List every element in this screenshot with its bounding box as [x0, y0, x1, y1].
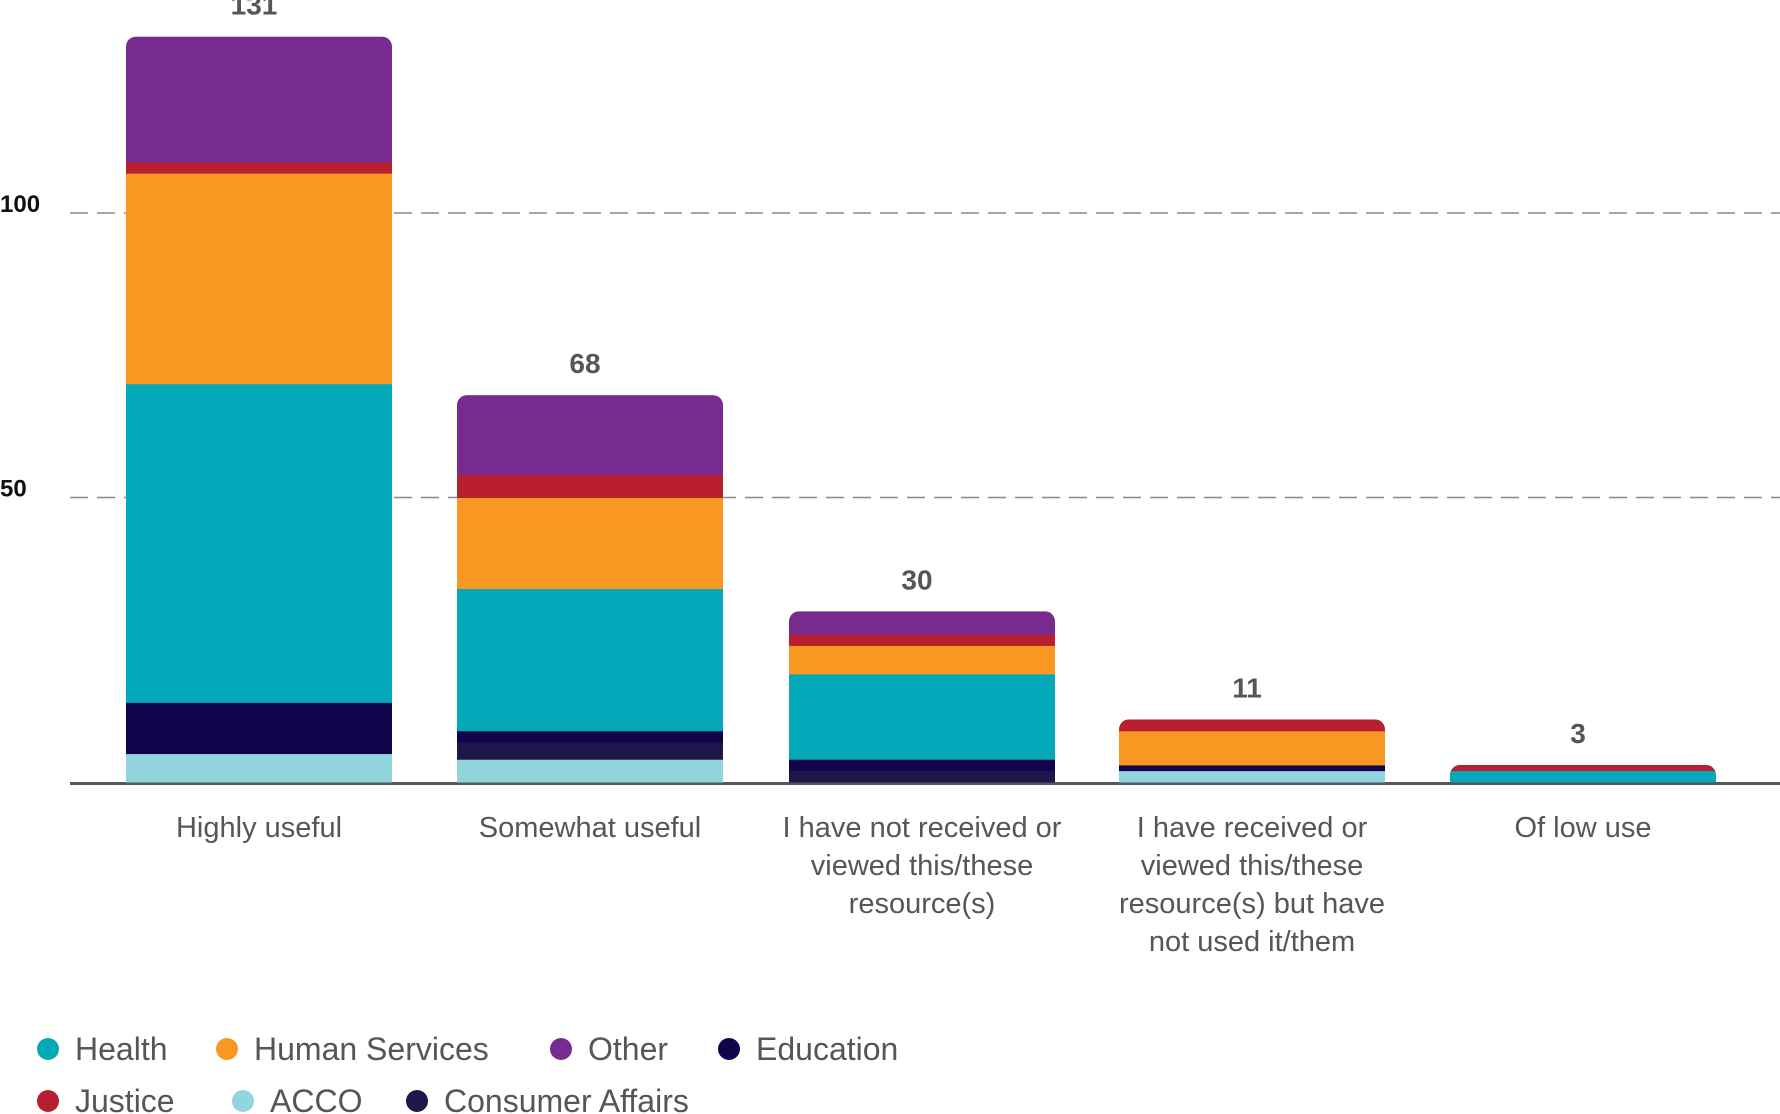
bar-1 — [457, 395, 723, 783]
legend-item: Education — [718, 1031, 898, 1067]
legend-swatch — [550, 1038, 572, 1060]
bar-segment-consumer-affairs — [789, 770, 1055, 783]
bar-segment-consumer-affairs — [457, 742, 723, 760]
legend-label: Human Services — [254, 1031, 489, 1067]
x-tick-label: Somewhat useful — [479, 812, 701, 844]
bar-segment-health — [789, 673, 1055, 760]
bar-segment-justice — [1450, 764, 1716, 772]
bar-segment-health — [1450, 770, 1716, 783]
bar-segment-acco — [457, 759, 723, 783]
x-tick-label: resource(s) but have — [1119, 888, 1385, 920]
x-tick-label: viewed this/these — [1141, 850, 1363, 882]
bar-segment-justice — [1119, 719, 1385, 732]
labels: 131 Highly useful 68 Somewhat useful 30 I hav… — [176, 0, 1652, 958]
bar-segment-education — [126, 702, 392, 755]
legend-swatch — [718, 1038, 740, 1060]
legend-swatch — [37, 1038, 59, 1060]
bar-0 — [126, 36, 392, 783]
legend-label: Education — [756, 1031, 898, 1067]
bar-segment-justice — [789, 634, 1055, 646]
bar-2 — [789, 611, 1055, 783]
legend-item: Justice — [37, 1083, 175, 1114]
legend-label: Justice — [75, 1083, 175, 1114]
bar-segment-health — [457, 588, 723, 732]
x-tick-label: resource(s) — [849, 888, 996, 920]
value-label: 11 — [1232, 672, 1262, 703]
legend: Health Human Services Other Education Justic… — [37, 1031, 898, 1114]
bar-segment-human-services — [457, 497, 723, 590]
value-label: 3 — [1570, 718, 1586, 749]
legend-label: Health — [75, 1031, 168, 1067]
legend-label: Consumer Affairs — [444, 1083, 689, 1114]
y-tick-label: 50 — [0, 476, 27, 503]
legend-label: ACCO — [270, 1083, 362, 1114]
bar-segment-health — [126, 383, 392, 703]
bar-segment-education — [1119, 764, 1385, 772]
legend-swatch — [37, 1090, 59, 1112]
bar-segment-acco — [126, 753, 392, 783]
bar-segment-justice — [457, 474, 723, 498]
bar-segment-other — [126, 36, 392, 163]
value-label: 131 — [231, 0, 278, 21]
bar-3 — [1119, 719, 1385, 783]
legend-item: Consumer Affairs — [406, 1083, 689, 1114]
x-tick-label: Of low use — [1515, 812, 1652, 844]
legend-item: ACCO — [232, 1083, 362, 1114]
bar-segment-justice — [126, 161, 392, 174]
bar-segment-education — [457, 730, 723, 743]
bar-segment-other — [457, 395, 723, 476]
legend-swatch — [216, 1038, 238, 1060]
value-label: 68 — [569, 348, 600, 379]
bar-segment-education — [789, 759, 1055, 772]
bar-segment-human-services — [126, 173, 392, 385]
y-tick-label: 100 — [0, 191, 40, 218]
x-tick-label: viewed this/these — [811, 850, 1033, 882]
x-tick-label: I have not received or — [783, 812, 1062, 844]
bar-segment-acco — [1119, 770, 1385, 783]
legend-swatch — [232, 1090, 254, 1112]
bar-4 — [1450, 764, 1716, 783]
bar-segment-human-services — [1119, 730, 1385, 766]
legend-item: Other — [550, 1031, 668, 1067]
x-tick-label: not used it/them — [1149, 926, 1355, 958]
bar-segment-human-services — [789, 645, 1055, 675]
bars — [126, 36, 1716, 783]
legend-item: Health — [37, 1031, 168, 1067]
x-tick-label: Highly useful — [176, 812, 342, 844]
legend-label: Other — [588, 1031, 668, 1067]
value-label: 30 — [901, 564, 932, 595]
bar-segment-other — [789, 611, 1055, 635]
legend-item: Human Services — [216, 1031, 489, 1067]
x-tick-label: I have received or — [1137, 812, 1368, 844]
legend-swatch — [406, 1090, 428, 1112]
